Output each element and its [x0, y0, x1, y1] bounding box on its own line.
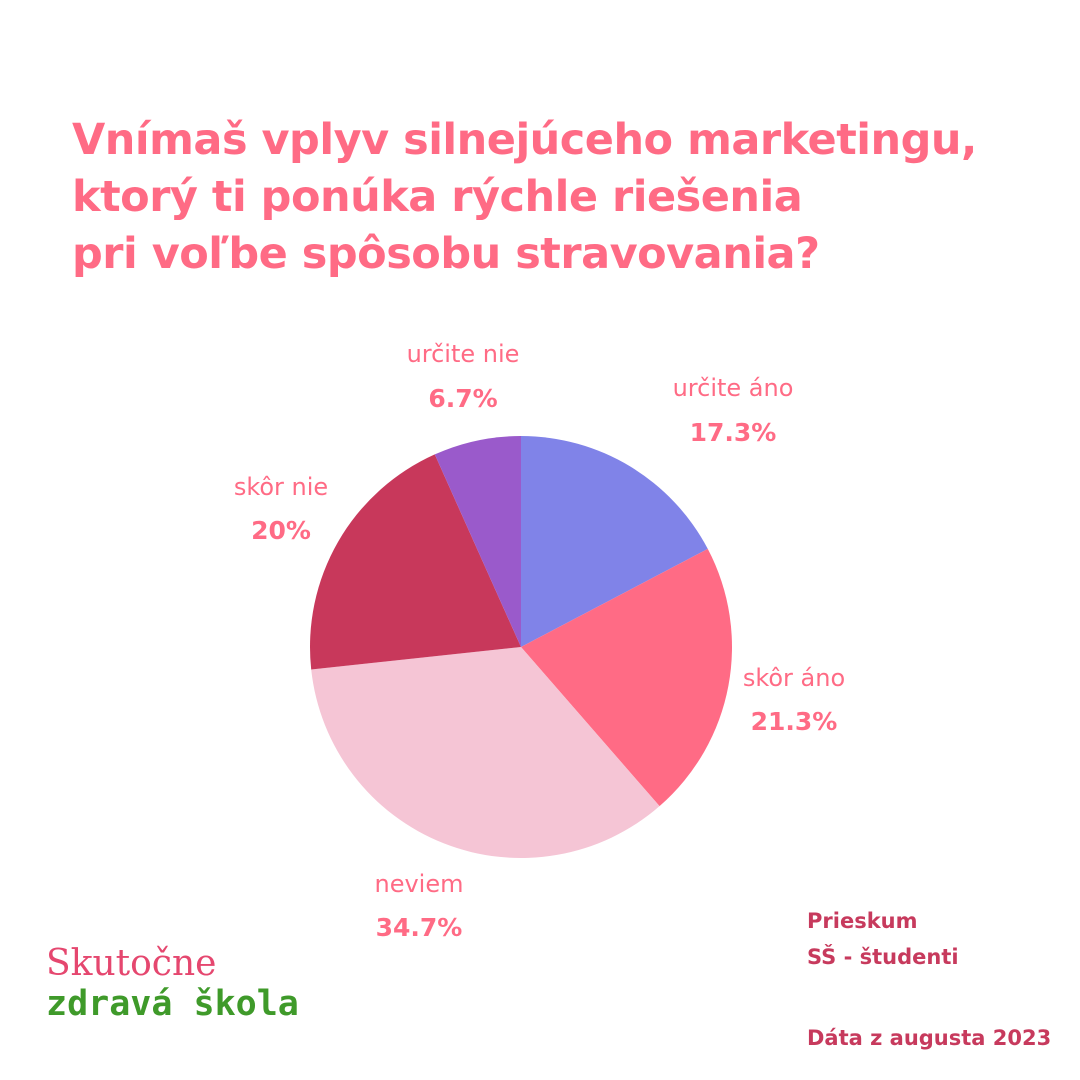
label-urcite-ano: určite áno: [673, 374, 794, 402]
logo-line-2: zdravá škola: [46, 984, 299, 1024]
chart-title: Vnímaš vplyv silnejúceho marketingu, kto…: [72, 112, 1032, 283]
pie-slice-skor-ano: [521, 548, 732, 807]
label-neviem: neviem: [375, 870, 464, 898]
logo: Skutočne zdravá škola: [46, 943, 299, 1025]
survey-line-1: Prieskum: [807, 909, 918, 933]
value-skor-nie: 20%: [251, 516, 311, 545]
value-neviem: 34.7%: [376, 913, 463, 942]
title-line-3: pri voľbe spôsobu stravovania?: [72, 229, 820, 279]
date-note: Dáta z augusta 2023: [807, 1020, 1051, 1056]
pie-slice-urcite-nie: [434, 436, 521, 647]
pie-slices: [309, 436, 732, 859]
value-skor-ano: 21.3%: [751, 707, 838, 736]
value-urcite-nie: 6.7%: [428, 384, 497, 413]
survey-line-2: SŠ - študenti: [807, 945, 959, 969]
label-urcite-nie: určite nie: [407, 340, 520, 368]
date-note-text: Dáta z augusta 2023: [807, 1026, 1052, 1050]
pie-slice-urcite-ano: [521, 436, 708, 647]
title-line-2: ktorý ti ponúka rýchle riešenia: [72, 172, 803, 222]
pie-slice-neviem: [311, 647, 660, 859]
pie-slice-skor-nie: [309, 454, 521, 670]
logo-line-1: Skutočne: [46, 943, 217, 984]
label-skor-ano: skôr áno: [743, 664, 845, 692]
survey-note: Prieskum SŠ - študenti: [807, 903, 959, 975]
label-skor-nie: skôr nie: [234, 473, 328, 501]
value-urcite-ano: 17.3%: [690, 418, 777, 447]
title-line-1: Vnímaš vplyv silnejúceho marketingu,: [72, 115, 977, 165]
pie-labels: určite áno 17.3% skôr áno 21.3% neviem 3…: [234, 340, 845, 942]
